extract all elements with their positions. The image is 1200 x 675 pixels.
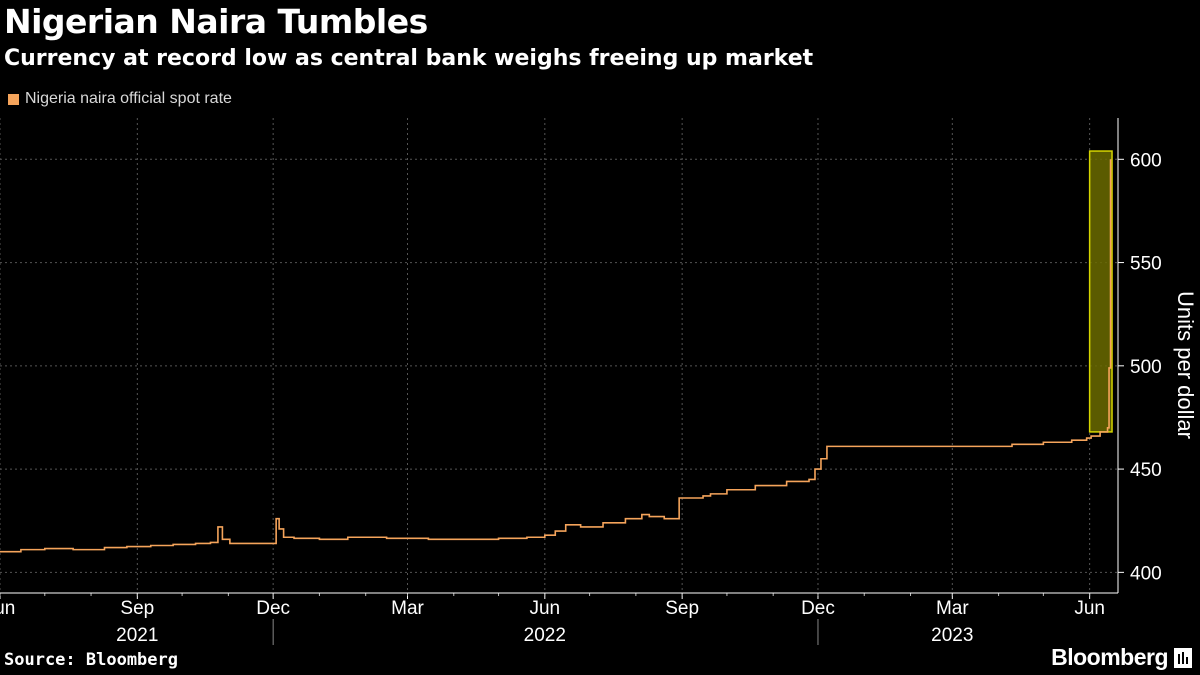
x-tick-label: Sep — [665, 598, 699, 619]
axes — [0, 118, 1124, 645]
x-year-label: 2023 — [931, 625, 973, 646]
y-tick-label: 400 — [1130, 563, 1162, 584]
brand-logo: Bloomberg — [1051, 644, 1192, 671]
x-tick-label: Mar — [391, 598, 424, 619]
x-tick-label: Jun — [1074, 598, 1105, 619]
x-tick-label: Dec — [256, 598, 290, 619]
legend: Nigeria naira official spot rate — [8, 90, 232, 108]
x-tick-label: Jun — [0, 598, 15, 619]
y-tick-label: 450 — [1130, 460, 1162, 481]
y-tick-labels: 400 450 500 550 600 — [1130, 150, 1162, 584]
x-tick-label: Dec — [801, 598, 835, 619]
chart-subtitle: Currency at record low as central bank w… — [4, 46, 814, 71]
chart-title: Nigerian Naira Tumbles — [4, 2, 428, 41]
brand-name: Bloomberg — [1051, 644, 1168, 670]
y-tick-label: 500 — [1130, 357, 1162, 378]
x-year-label: 2021 — [116, 625, 158, 646]
legend-label: Nigeria naira official spot rate — [25, 90, 232, 107]
x-tick-label: Mar — [936, 598, 969, 619]
y-axis-label: Units per dollar — [1173, 291, 1198, 439]
x-tick-labels: Jun Sep Dec Mar Jun Sep Dec Mar Jun 2021 2022 2023 — [0, 598, 1105, 646]
y-tick-label: 600 — [1130, 150, 1162, 171]
x-year-label: 2022 — [524, 625, 566, 646]
series-layer — [0, 159, 1112, 553]
x-tick-label: Jun — [529, 598, 560, 619]
series-line — [0, 159, 1112, 553]
grid-lines — [0, 118, 1118, 593]
legend-swatch — [8, 93, 19, 105]
source-note: Source: Bloomberg — [4, 650, 178, 670]
y-tick-label: 550 — [1130, 254, 1162, 275]
bloomberg-terminal-icon — [1174, 647, 1192, 668]
x-tick-label: Sep — [120, 598, 154, 619]
